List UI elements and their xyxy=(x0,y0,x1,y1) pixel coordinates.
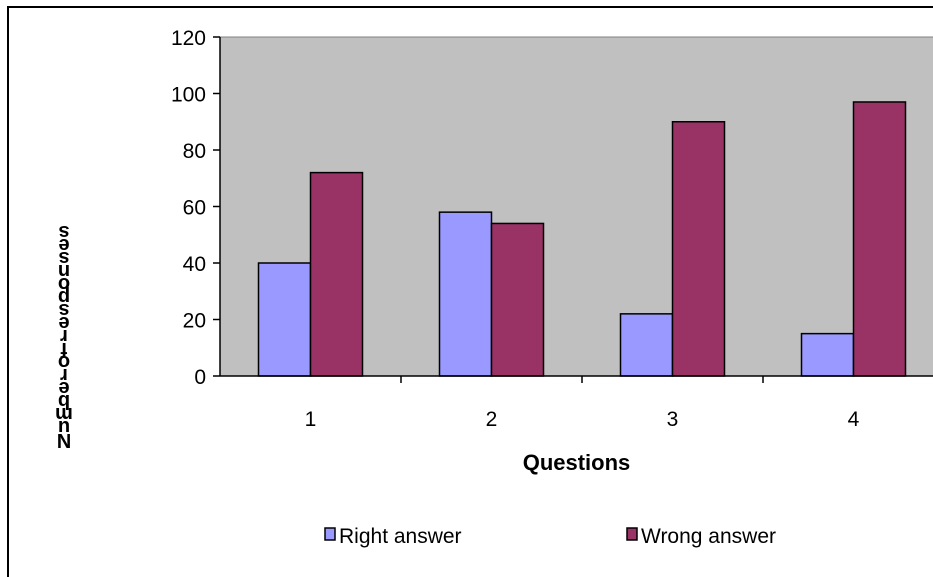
y-tick-label: 60 xyxy=(183,197,206,220)
y-tick-label: 100 xyxy=(171,84,206,107)
bars-layer xyxy=(257,101,907,377)
y-tick-label: 80 xyxy=(183,140,206,163)
bar-wrong-answer xyxy=(852,101,907,377)
legend-swatch xyxy=(626,527,638,541)
bar-right-answer xyxy=(619,313,674,377)
bar-wrong-answer xyxy=(671,121,726,377)
x-tick-label: 3 xyxy=(667,408,679,431)
bar-wrong-answer xyxy=(309,171,364,377)
y-tick-label: 40 xyxy=(183,253,206,276)
bar-right-answer xyxy=(438,211,493,377)
legend-label: Right answer xyxy=(339,525,462,548)
outer-border xyxy=(7,6,933,577)
legend-label: Wrong answer xyxy=(641,525,776,548)
x-axis-title: Questions xyxy=(523,450,631,475)
y-tick-label: 0 xyxy=(194,366,206,389)
legend: Right answer Wrong answer xyxy=(324,525,776,548)
x-tick-label: 2 xyxy=(486,408,498,431)
y-tick-label: 120 xyxy=(171,27,206,50)
legend-swatch xyxy=(324,527,336,541)
y-axis-title-char: N xyxy=(56,429,72,451)
ticks-layer: 0 20 40 60 80 100 120 1 2 3 4 xyxy=(171,27,860,431)
bar-right-answer xyxy=(257,262,312,377)
x-tick-label: 1 xyxy=(305,408,317,431)
y-tick-label: 20 xyxy=(183,310,206,333)
bar-wrong-answer xyxy=(490,222,545,377)
bar-right-answer xyxy=(800,332,855,377)
x-tick-label: 4 xyxy=(848,408,860,431)
